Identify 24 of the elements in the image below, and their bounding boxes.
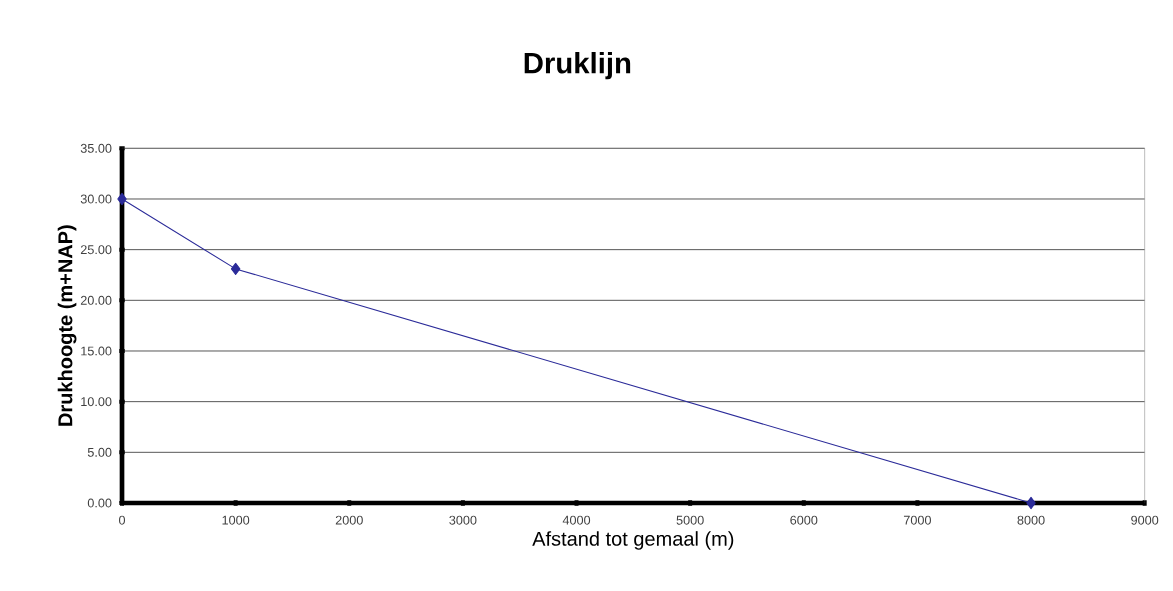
y-tick-label: 30.00 bbox=[80, 194, 112, 204]
y-tick-label: 0.00 bbox=[87, 498, 112, 508]
chart-title: Druklijn bbox=[524, 51, 631, 80]
y-axis-title: Drukhoogte (m+NAP) bbox=[57, 225, 77, 426]
x-tick-label: 6000 bbox=[790, 515, 818, 525]
y-tick-label: 10.00 bbox=[81, 397, 112, 407]
y-tick-label: 5.00 bbox=[87, 447, 112, 457]
point bbox=[230, 262, 241, 276]
x-tick-label: 5000 bbox=[676, 515, 704, 525]
y-tick-label: 25.00 bbox=[80, 245, 112, 255]
y-tick-label: 15.00 bbox=[81, 346, 112, 356]
x-tick-label: 8000 bbox=[1017, 515, 1045, 525]
x-tick-label: 0 bbox=[118, 515, 126, 525]
x-tick-label: 2000 bbox=[335, 515, 363, 525]
x-tick-label: 7000 bbox=[903, 515, 931, 525]
x-axis-title: Afstand tot gemaal (m) bbox=[532, 531, 734, 550]
x-tick-label: 3000 bbox=[449, 515, 477, 525]
y-tick-label: 35.00 bbox=[80, 143, 112, 153]
point bbox=[117, 192, 127, 206]
point bbox=[1026, 496, 1036, 510]
y-tick-label: 20.00 bbox=[80, 295, 112, 305]
x-tick-label: 9000 bbox=[1131, 515, 1159, 525]
x-tick-label: 4000 bbox=[562, 515, 591, 525]
x-tick-label: 1000 bbox=[222, 515, 250, 525]
